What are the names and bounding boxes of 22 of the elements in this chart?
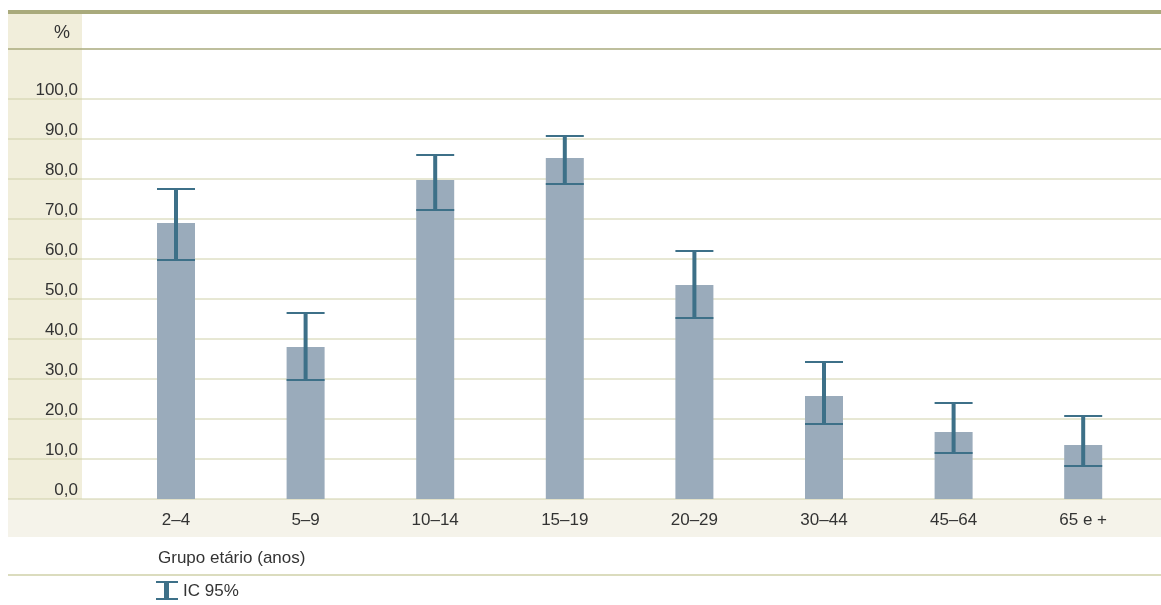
y-tick-label: 30,0 — [44, 360, 78, 379]
x-tick-label: 45–64 — [929, 510, 978, 529]
y-tick-label: 40,0 — [44, 320, 78, 339]
text: IC 95% — [183, 581, 239, 600]
y-tick-label: 50,0 — [44, 280, 78, 299]
x-tick-label: 2–4 — [161, 510, 191, 529]
y-tick-label: 70,0 — [44, 200, 78, 219]
y-tick-label: 10,0 — [44, 440, 78, 459]
y-tick-label: 100,0 — [35, 80, 78, 99]
x-tick-label: 30–44 — [800, 510, 848, 529]
x-tick-label: 15–19 — [541, 510, 589, 529]
y-tick-label: 90,0 — [44, 120, 78, 139]
x-tick-label: 65 e + — [1059, 510, 1108, 529]
y-axis-title: % — [53, 22, 70, 42]
x-tick-label: 5–9 — [291, 510, 320, 529]
x-tick-label: 20–29 — [670, 510, 719, 529]
x-tick-label: 10–14 — [411, 510, 459, 529]
y-tick-label: 80,0 — [44, 160, 78, 179]
y-tick-label: 0,0 — [54, 480, 78, 499]
y-tick-label: 20,0 — [44, 400, 78, 419]
x-axis-title: Grupo etário (anos) — [158, 548, 306, 567]
y-tick-label: 60,0 — [44, 240, 78, 259]
